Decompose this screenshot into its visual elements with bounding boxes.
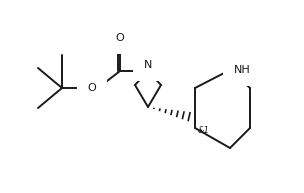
Text: &1: &1	[198, 126, 210, 135]
Text: NH: NH	[234, 65, 251, 75]
Text: N: N	[144, 60, 152, 70]
Text: O: O	[88, 83, 96, 93]
Text: O: O	[116, 33, 124, 43]
